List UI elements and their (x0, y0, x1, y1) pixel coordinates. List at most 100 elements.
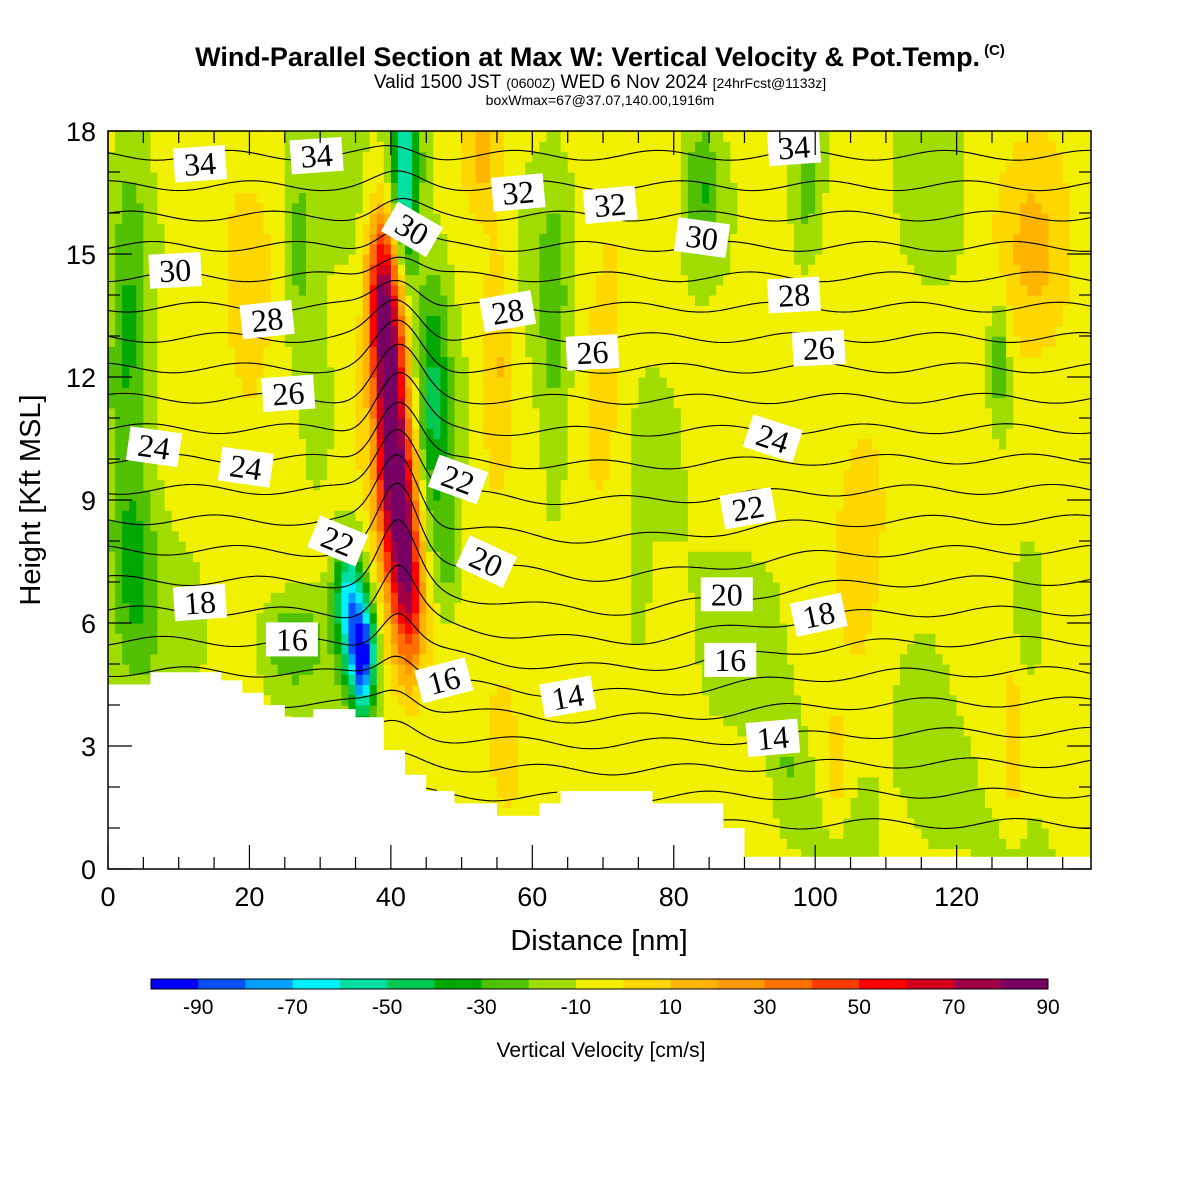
w-cell (489, 510, 498, 522)
w-cell (334, 489, 342, 501)
w-cell (588, 530, 597, 542)
w-cell (313, 192, 321, 204)
w-cell (525, 664, 533, 675)
w-cell (157, 202, 166, 214)
w-cell (334, 510, 342, 522)
w-cell (341, 469, 350, 481)
w-cell (108, 407, 116, 419)
w-cell (405, 735, 413, 747)
w-cell (560, 356, 569, 368)
w-cell (419, 530, 427, 542)
w-cell (355, 633, 364, 645)
w-cell (348, 243, 357, 255)
w-cell (249, 295, 258, 306)
w-cell (539, 356, 548, 368)
w-cell (595, 612, 604, 624)
w-cell (270, 233, 279, 245)
w-cell (108, 397, 116, 409)
w-cell (376, 356, 385, 368)
w-cell (334, 233, 342, 245)
w-cell (412, 254, 420, 265)
w-cell (207, 131, 215, 142)
w-cell (496, 418, 505, 429)
w-cell (235, 346, 243, 358)
w-cell (115, 356, 123, 368)
w-cell (426, 715, 434, 727)
w-cell (412, 315, 420, 327)
w-cell (277, 602, 286, 614)
w-cell (291, 325, 300, 337)
w-cell (207, 541, 215, 552)
w-cell (518, 284, 526, 296)
w-cell (397, 182, 406, 194)
w-cell (525, 592, 533, 604)
w-cell (348, 131, 357, 142)
w-cell (249, 274, 258, 286)
w-cell (390, 541, 399, 552)
w-cell (228, 428, 236, 440)
w-cell (553, 766, 562, 778)
w-cell (362, 182, 371, 194)
w-cell (108, 131, 116, 142)
w-cell (150, 161, 159, 173)
w-cell (440, 202, 449, 214)
w-cell (447, 233, 456, 245)
w-cell (171, 182, 180, 194)
w-cell (461, 325, 470, 337)
w-cell (122, 141, 130, 153)
w-cell (256, 172, 265, 183)
w-cell (433, 571, 441, 583)
w-cell (553, 612, 562, 624)
w-cell (249, 418, 258, 429)
w-cell (412, 141, 420, 153)
w-cell (525, 387, 533, 399)
w-cell (242, 664, 251, 675)
w-cell (560, 766, 569, 778)
w-cell (235, 633, 243, 645)
w-cell (242, 612, 251, 624)
w-cell (405, 407, 413, 419)
w-cell (581, 612, 590, 624)
w-cell (433, 705, 441, 716)
w-cell (588, 746, 597, 757)
w-cell (504, 510, 512, 522)
w-cell (496, 448, 505, 460)
w-cell (263, 612, 272, 624)
w-cell (588, 182, 597, 194)
w-cell (150, 233, 159, 245)
w-cell (284, 172, 293, 183)
w-cell (277, 674, 286, 686)
w-cell (447, 592, 456, 604)
w-cell (567, 664, 576, 675)
w-cell (327, 213, 335, 224)
w-cell (129, 202, 137, 214)
w-cell (129, 264, 137, 276)
w-cell (192, 141, 201, 153)
w-cell (447, 325, 456, 337)
w-cell (221, 407, 229, 419)
w-cell (560, 418, 569, 429)
w-cell (454, 715, 463, 727)
w-cell (560, 489, 569, 501)
w-cell (221, 295, 229, 306)
w-cell (412, 325, 420, 337)
w-cell (504, 530, 512, 542)
w-cell (511, 653, 519, 665)
w-cell (108, 561, 116, 573)
w-cell (214, 305, 222, 317)
w-cell (129, 346, 137, 358)
w-cell (412, 766, 420, 778)
w-cell (327, 325, 335, 337)
w-cell (242, 202, 251, 214)
w-cell (376, 387, 385, 399)
w-cell (320, 264, 328, 276)
w-cell (560, 715, 569, 727)
w-cell (115, 623, 123, 634)
w-cell (426, 551, 434, 563)
w-cell (376, 694, 385, 706)
w-cell (539, 674, 548, 686)
w-cell (489, 141, 498, 153)
w-cell (440, 151, 449, 163)
w-cell (108, 479, 116, 491)
w-cell (511, 325, 519, 337)
